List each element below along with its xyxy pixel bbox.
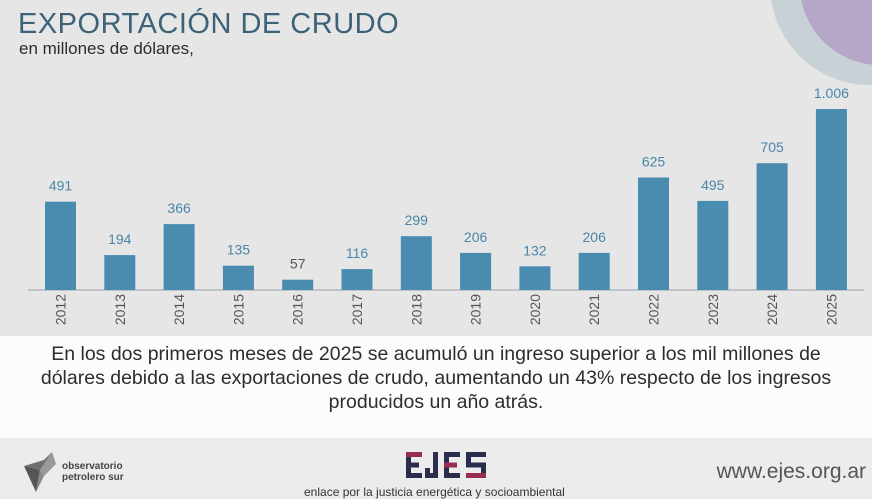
ops-line1: observatorio: [62, 461, 123, 472]
x-tick-label-2020: 2020: [527, 294, 543, 325]
description-panel: En los dos primeros meses de 2025 se acu…: [0, 336, 872, 438]
x-tick-label-2018: 2018: [408, 294, 424, 325]
ops-logo-text: observatorio petrolero sur: [62, 461, 124, 483]
x-tick-label-2022: 2022: [646, 294, 662, 325]
description-text: En los dos primeros meses de 2025 se acu…: [40, 343, 832, 413]
bar-2021: [578, 252, 610, 290]
data-label-2014: 366: [167, 200, 191, 216]
x-tick-label-2021: 2021: [586, 294, 602, 325]
chart-title: EXPORTACIÓN DE CRUDO: [18, 8, 400, 40]
data-label-2016: 57: [290, 256, 306, 272]
ejes-tagline: enlace por la justicia energética y soci…: [304, 485, 565, 499]
bar-2023: [697, 200, 729, 290]
bar-2018: [400, 236, 432, 290]
website-link[interactable]: www.ejes.org.ar: [716, 460, 866, 483]
ops-line2: petrolero sur: [62, 472, 124, 483]
data-label-2021: 206: [583, 229, 607, 245]
bar-chart: 491 2012 194 2013 366 2014 135 2015 57 2016 116 201…: [28, 85, 864, 325]
bar-2012: [45, 201, 76, 290]
footer: observatorio petrolero sur enlace por la…: [0, 438, 872, 499]
x-tick-label-2016: 2016: [290, 294, 306, 325]
bar-2015: [222, 265, 254, 290]
data-label-2013: 194: [108, 231, 132, 247]
chart-area: EXPORTACIÓN DE CRUDO en millones de dóla…: [18, 0, 872, 326]
bar-2013: [104, 255, 136, 290]
bar-2024: [756, 163, 788, 290]
data-label-2022: 625: [642, 154, 666, 170]
bar-2020: [519, 266, 551, 290]
data-label-2015: 135: [227, 242, 251, 258]
bar-2016: [282, 279, 314, 290]
bar-2022: [638, 177, 669, 290]
x-tick-label-2023: 2023: [705, 294, 721, 325]
x-tick-label-2013: 2013: [112, 294, 128, 325]
x-tick-label-2012: 2012: [53, 294, 69, 325]
x-tick-label-2025: 2025: [823, 294, 839, 325]
ejes-logo: [406, 452, 486, 478]
x-tick-label-2019: 2019: [468, 294, 484, 325]
data-label-2018: 299: [405, 212, 429, 228]
bar-2019: [460, 252, 492, 290]
data-label-2020: 132: [523, 242, 547, 258]
bar-2017: [341, 269, 373, 290]
x-tick-label-2014: 2014: [171, 294, 187, 325]
data-label-2012: 491: [49, 178, 73, 194]
data-label-2023: 495: [701, 177, 725, 193]
chart-subtitle: en millones de dólares,: [19, 39, 194, 58]
bar-2025: [815, 109, 847, 290]
observatorio-petrolero-sur-logo: [24, 452, 56, 492]
x-tick-label-2017: 2017: [349, 294, 365, 325]
x-tick-label-2024: 2024: [764, 294, 780, 325]
bar-2014: [163, 224, 195, 290]
data-label-2017: 116: [346, 245, 369, 261]
x-tick-label-2015: 2015: [230, 294, 246, 325]
data-label-2025: 1.006: [814, 85, 849, 101]
data-label-2024: 705: [760, 139, 784, 155]
data-label-2019: 206: [464, 229, 488, 245]
